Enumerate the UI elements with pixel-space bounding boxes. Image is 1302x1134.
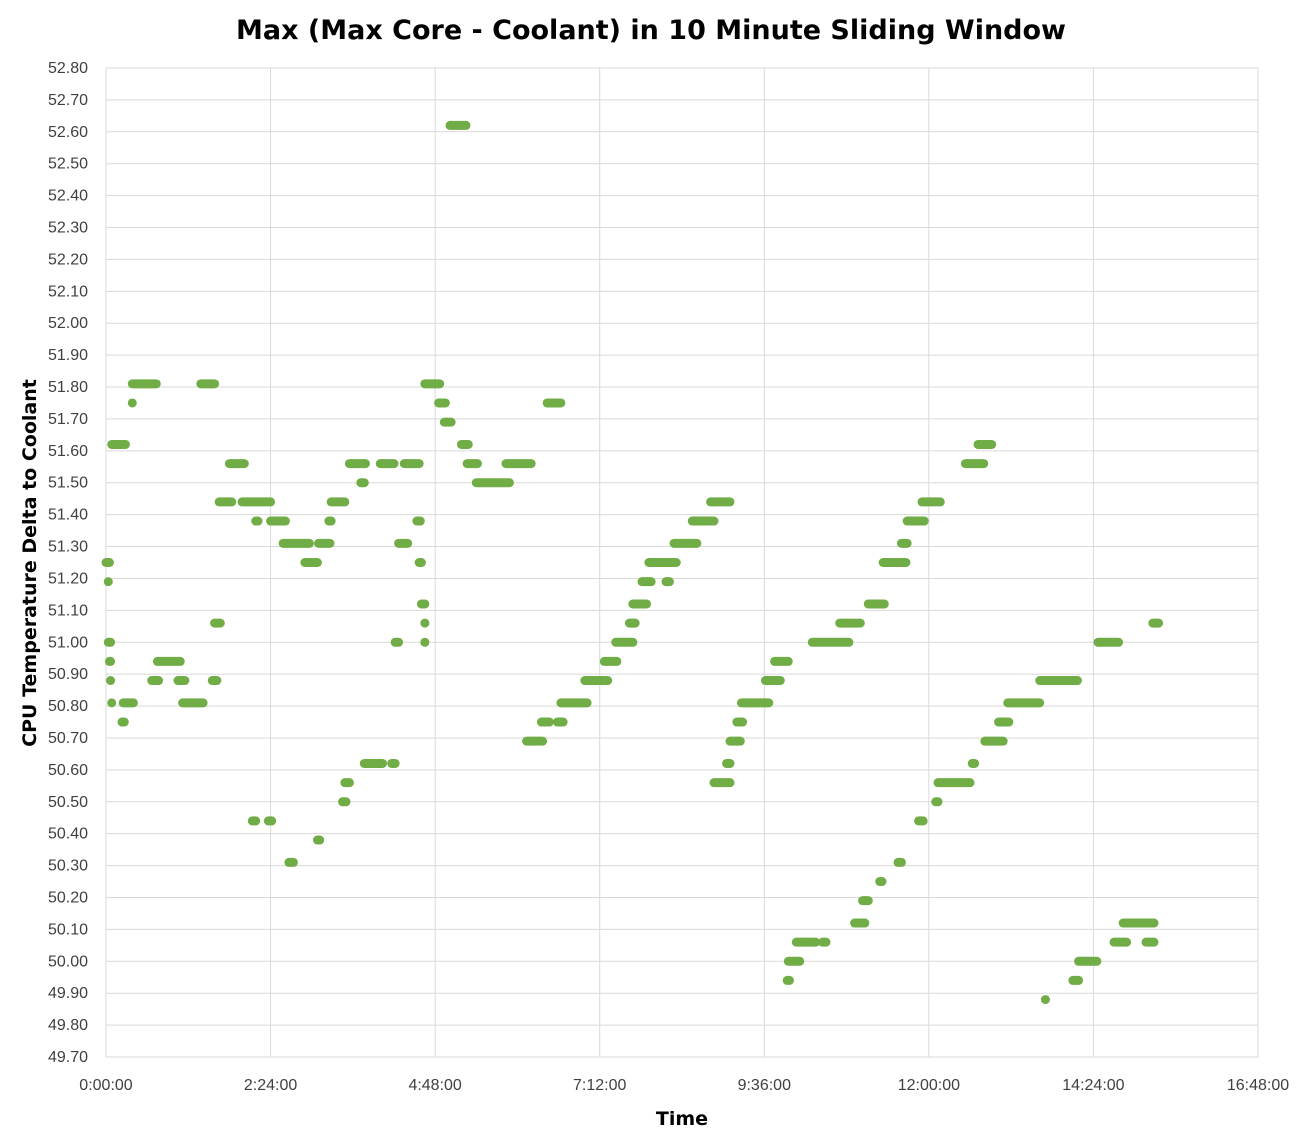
y-tick-label: 51.00 [48, 634, 88, 651]
y-tick-label: 49.80 [48, 1017, 88, 1034]
x-tick-label: 16:48:00 [1227, 1077, 1289, 1094]
y-tick-label: 52.00 [48, 315, 88, 332]
y-tick-label: 50.00 [48, 953, 88, 970]
y-tick-label: 49.70 [48, 1049, 88, 1066]
y-tick-label: 51.50 [48, 475, 88, 492]
y-tick-label: 51.80 [48, 379, 88, 396]
y-tick-label: 52.10 [48, 283, 88, 300]
y-tick-label: 50.80 [48, 698, 88, 715]
x-axis-title: Time [656, 1108, 708, 1130]
y-tick-label: 50.70 [48, 730, 88, 747]
grid-lines [105, 67, 1259, 1058]
y-tick-label: 52.30 [48, 220, 88, 237]
y-axis-title: CPU Temperature Delta to Coolant [19, 379, 41, 747]
y-tick-label: 50.10 [48, 921, 88, 938]
y-tick-label: 51.60 [48, 443, 88, 460]
y-tick-label: 50.60 [48, 762, 88, 779]
x-axis-tick-labels: 0:00:00 2:24:00 4:48:00 7:12:00 9:36:00 12:00… [79, 1077, 1289, 1094]
y-tick-label: 51.30 [48, 539, 88, 556]
chart-title: Max (Max Core - Coolant) in 10 Minute Sl… [236, 15, 1066, 46]
y-tick-label: 52.50 [48, 156, 88, 173]
y-tick-label: 51.40 [48, 507, 88, 524]
x-tick-label: 0:00:00 [79, 1077, 132, 1094]
y-tick-label: 51.10 [48, 602, 88, 619]
y-tick-label: 52.40 [48, 188, 88, 205]
y-tick-label: 52.70 [48, 92, 88, 109]
y-tick-label: 52.60 [48, 124, 88, 141]
y-tick-label: 50.30 [48, 858, 88, 875]
y-tick-label: 50.90 [48, 666, 88, 683]
y-tick-label: 52.20 [48, 251, 88, 268]
y-axis-tick-labels: 49.70 49.80 49.90 50.00 50.10 50.20 50.30 50.40… [48, 60, 88, 1066]
data-points [101, 120, 1164, 1005]
x-tick-label: 9:36:00 [738, 1077, 791, 1094]
y-tick-label: 51.90 [48, 347, 88, 364]
y-tick-label: 52.80 [48, 60, 88, 77]
x-tick-label: 2:24:00 [244, 1077, 297, 1094]
x-tick-label: 7:12:00 [573, 1077, 626, 1094]
y-tick-label: 49.90 [48, 985, 88, 1002]
x-tick-label: 4:48:00 [408, 1077, 461, 1094]
y-tick-label: 51.20 [48, 570, 88, 587]
y-tick-label: 51.70 [48, 411, 88, 428]
x-tick-label: 12:00:00 [898, 1077, 960, 1094]
y-tick-label: 50.20 [48, 889, 88, 906]
y-tick-label: 50.40 [48, 826, 88, 843]
x-tick-label: 14:24:00 [1062, 1077, 1124, 1094]
y-tick-label: 50.50 [48, 794, 88, 811]
